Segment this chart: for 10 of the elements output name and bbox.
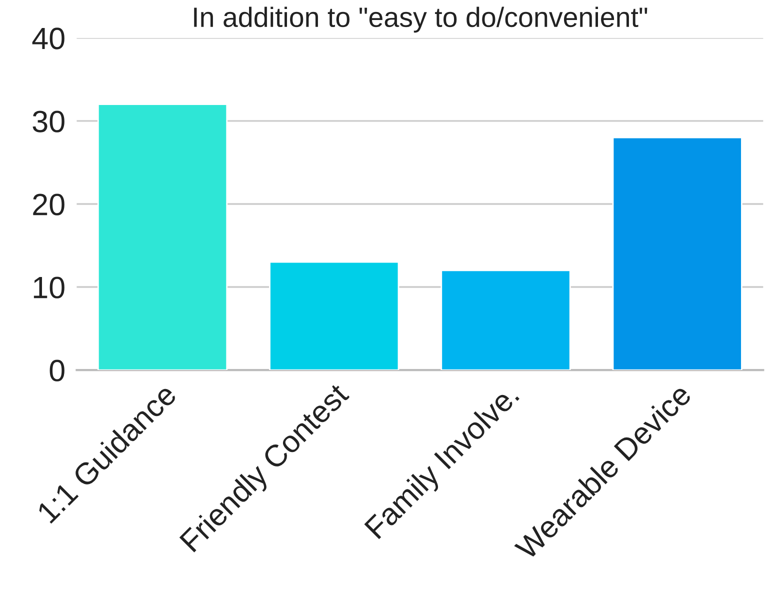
- y-tick-label: 0: [50, 360, 64, 382]
- y-tick-label: 30: [32, 110, 64, 132]
- y-tick-label: 10: [34, 276, 64, 298]
- y-tick-label: 40: [32, 28, 64, 50]
- bar: [440, 270, 571, 370]
- y-tick-label: 20: [33, 194, 64, 216]
- bar: [269, 261, 400, 370]
- bar: [97, 104, 228, 370]
- chart-title: In addition to "easy to do/convenient": [194, 6, 648, 33]
- bar: [612, 136, 742, 370]
